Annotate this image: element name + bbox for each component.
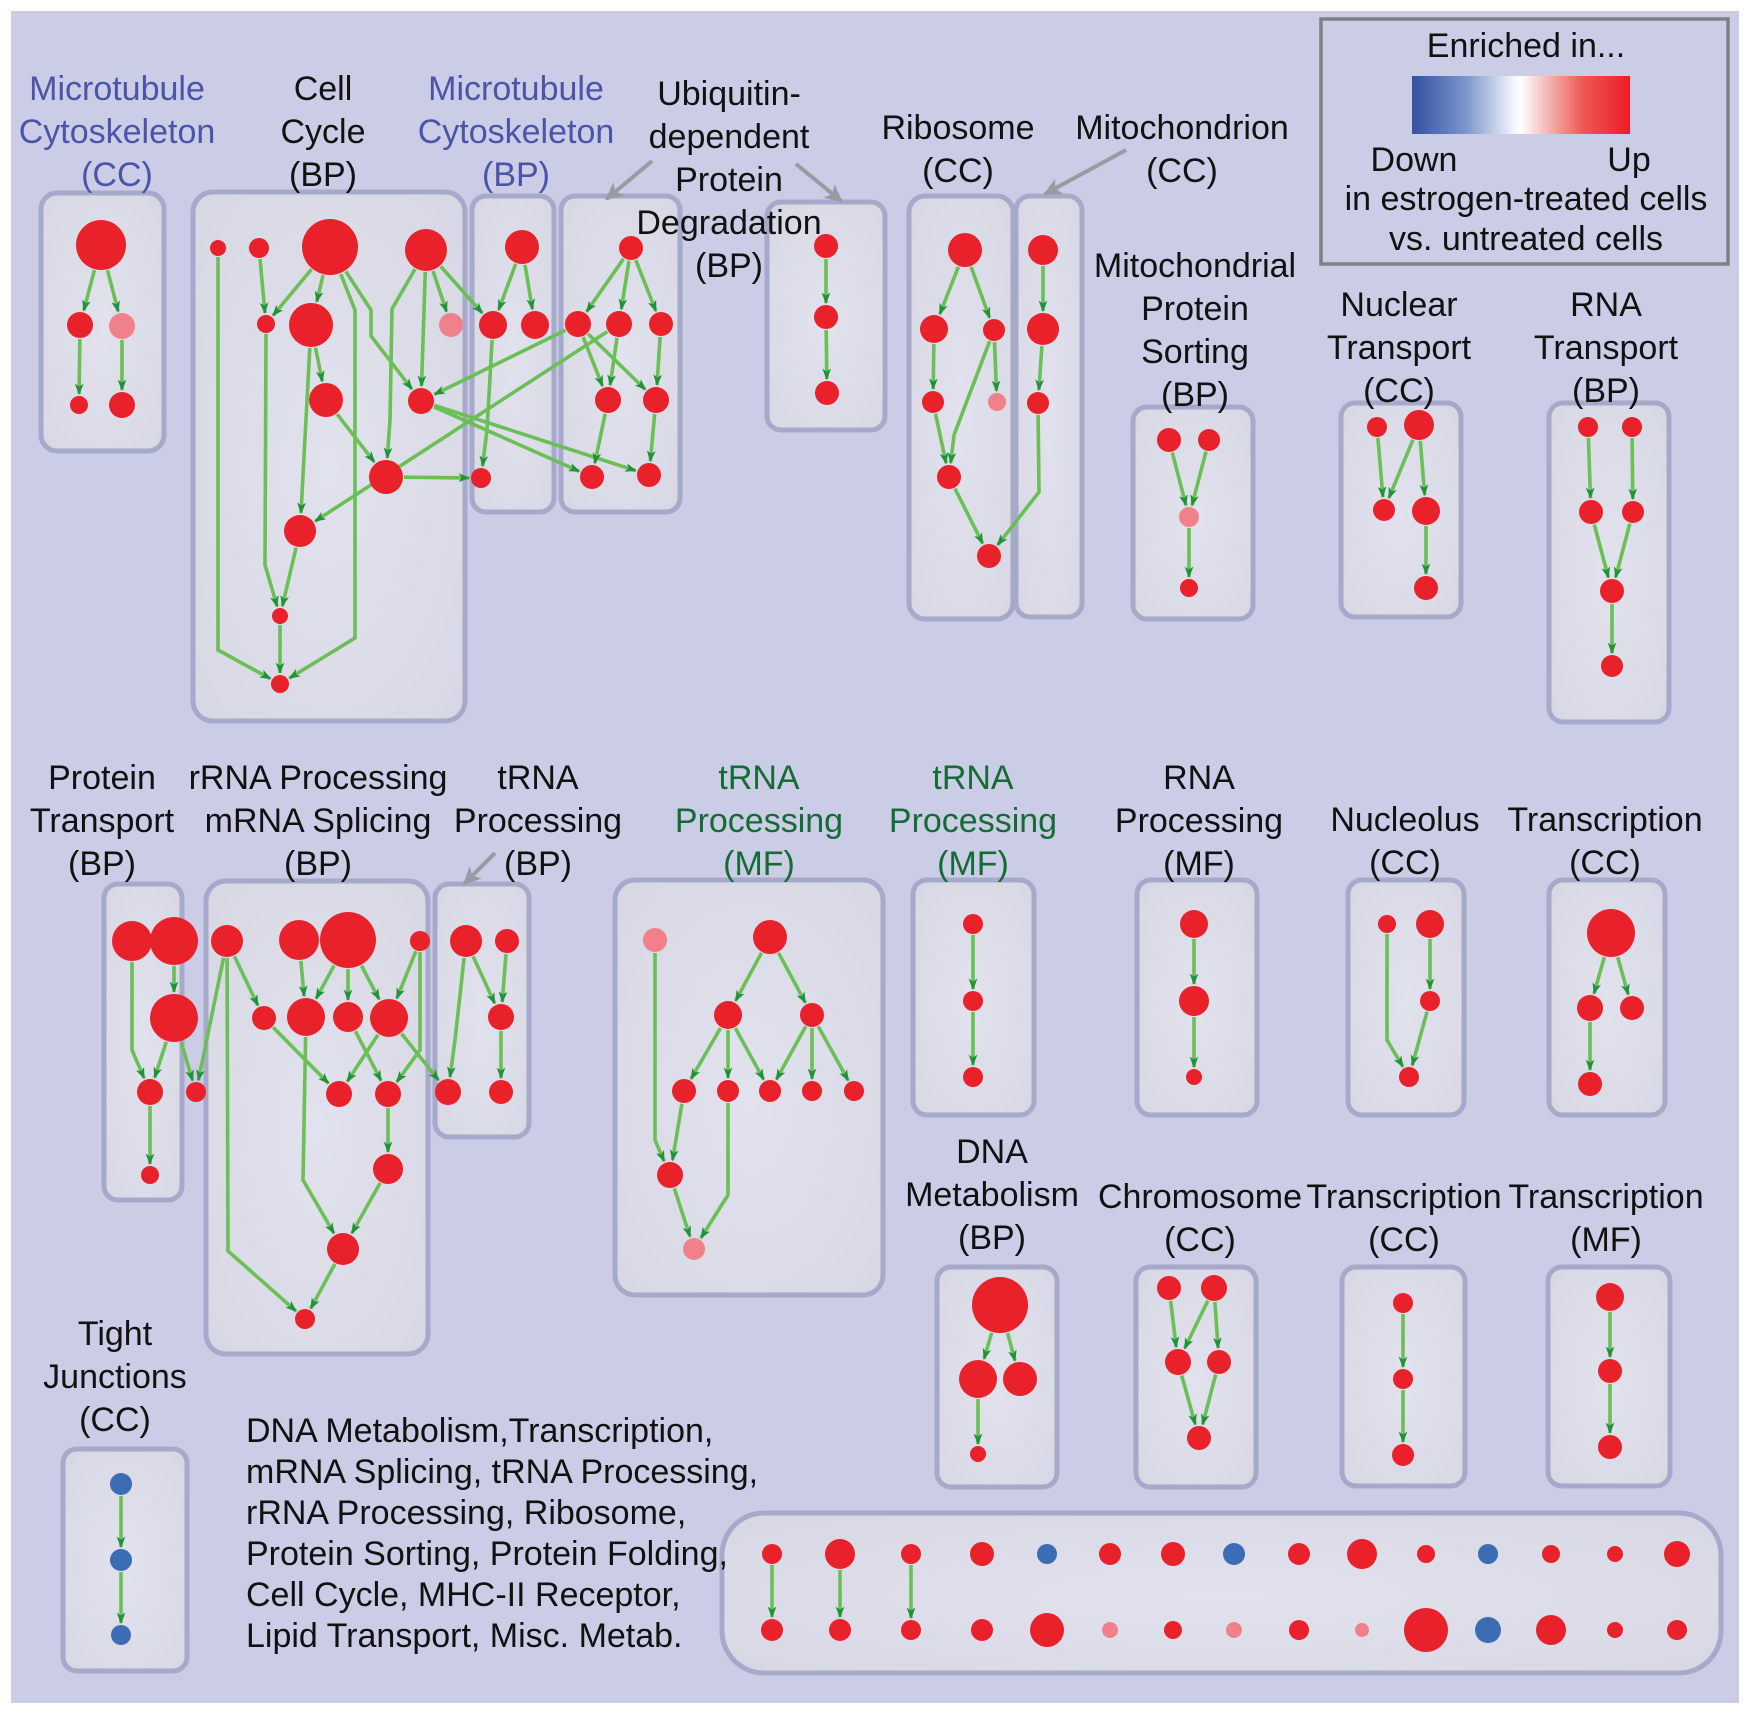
svg-text:Transcription: Transcription bbox=[1508, 1178, 1703, 1216]
svg-text:Sorting: Sorting bbox=[1141, 333, 1249, 371]
svg-text:rRNA Processing: rRNA Processing bbox=[189, 759, 448, 797]
svg-text:(CC): (CC) bbox=[922, 152, 994, 190]
svg-text:Tight: Tight bbox=[78, 1315, 153, 1353]
svg-text:(CC): (CC) bbox=[1369, 844, 1441, 882]
svg-text:Transcription: Transcription bbox=[1507, 801, 1702, 839]
svg-text:Cell: Cell bbox=[294, 70, 353, 108]
svg-text:in estrogen-treated cells: in estrogen-treated cells bbox=[1345, 180, 1708, 218]
svg-text:Transport: Transport bbox=[1327, 329, 1472, 367]
svg-text:Processing: Processing bbox=[1115, 802, 1283, 840]
svg-text:Up: Up bbox=[1607, 141, 1650, 179]
svg-text:(BP): (BP) bbox=[958, 1219, 1026, 1257]
svg-text:(CC): (CC) bbox=[79, 1401, 151, 1439]
svg-text:Processing: Processing bbox=[454, 802, 622, 840]
svg-text:(MF): (MF) bbox=[1163, 845, 1235, 883]
svg-text:(MF): (MF) bbox=[1570, 1221, 1642, 1259]
svg-text:Mitochondrial: Mitochondrial bbox=[1094, 247, 1296, 285]
svg-text:Protein: Protein bbox=[1141, 290, 1249, 328]
svg-text:Transport: Transport bbox=[30, 802, 175, 840]
svg-text:Processing: Processing bbox=[675, 802, 843, 840]
svg-text:Cell Cycle, MHC-II Receptor,: Cell Cycle, MHC-II Receptor, bbox=[246, 1576, 681, 1614]
svg-text:(BP): (BP) bbox=[1161, 376, 1229, 414]
svg-text:Metabolism: Metabolism bbox=[905, 1176, 1079, 1214]
svg-text:Chromosome: Chromosome bbox=[1098, 1178, 1302, 1216]
svg-text:Ubiquitin-: Ubiquitin- bbox=[657, 75, 801, 113]
svg-text:DNA: DNA bbox=[956, 1133, 1028, 1171]
svg-text:(MF): (MF) bbox=[937, 845, 1009, 883]
svg-text:(BP): (BP) bbox=[1572, 372, 1640, 410]
svg-text:Lipid Transport, Misc. Metab.: Lipid Transport, Misc. Metab. bbox=[246, 1617, 683, 1655]
svg-text:vs. untreated cells: vs. untreated cells bbox=[1389, 220, 1663, 258]
svg-text:Transcription: Transcription bbox=[1306, 1178, 1501, 1216]
svg-text:Cytoskeleton: Cytoskeleton bbox=[19, 113, 216, 151]
svg-text:Down: Down bbox=[1371, 141, 1458, 179]
svg-text:mRNA Splicing: mRNA Splicing bbox=[205, 802, 432, 840]
svg-text:(BP): (BP) bbox=[289, 156, 357, 194]
svg-text:Nucleolus: Nucleolus bbox=[1330, 801, 1479, 839]
svg-text:mRNA Splicing, tRNA Processing: mRNA Splicing, tRNA Processing, bbox=[246, 1453, 758, 1491]
svg-text:rRNA Processing, Ribosome,: rRNA Processing, Ribosome, bbox=[246, 1494, 686, 1532]
svg-text:tRNA: tRNA bbox=[497, 759, 579, 797]
svg-text:Protein: Protein bbox=[675, 161, 783, 199]
svg-text:(CC): (CC) bbox=[1146, 152, 1218, 190]
svg-text:(CC): (CC) bbox=[1164, 1221, 1236, 1259]
svg-text:(BP): (BP) bbox=[284, 845, 352, 883]
svg-text:Ribosome: Ribosome bbox=[881, 109, 1034, 147]
svg-text:(BP): (BP) bbox=[482, 156, 550, 194]
svg-text:DNA Metabolism,Transcription,: DNA Metabolism,Transcription, bbox=[246, 1412, 713, 1450]
svg-text:(BP): (BP) bbox=[504, 845, 572, 883]
svg-text:tRNA: tRNA bbox=[718, 759, 800, 797]
svg-text:Processing: Processing bbox=[889, 802, 1057, 840]
svg-text:(BP): (BP) bbox=[695, 247, 763, 285]
svg-text:Nuclear: Nuclear bbox=[1340, 286, 1457, 324]
svg-text:(BP): (BP) bbox=[68, 845, 136, 883]
svg-text:Microtubule: Microtubule bbox=[428, 70, 604, 108]
svg-text:Cycle: Cycle bbox=[280, 113, 365, 151]
svg-text:(CC): (CC) bbox=[81, 156, 153, 194]
svg-text:Protein Sorting, Protein Foldi: Protein Sorting, Protein Folding, bbox=[246, 1535, 728, 1573]
svg-text:tRNA: tRNA bbox=[932, 759, 1014, 797]
svg-text:RNA: RNA bbox=[1570, 286, 1642, 324]
svg-text:Degradation: Degradation bbox=[636, 204, 821, 242]
svg-text:(CC): (CC) bbox=[1569, 844, 1641, 882]
svg-text:Transport: Transport bbox=[1534, 329, 1679, 367]
svg-text:(MF): (MF) bbox=[723, 845, 795, 883]
svg-text:RNA: RNA bbox=[1163, 759, 1235, 797]
svg-text:(CC): (CC) bbox=[1363, 372, 1435, 410]
svg-text:Protein: Protein bbox=[48, 759, 156, 797]
svg-text:dependent: dependent bbox=[649, 118, 810, 156]
svg-text:Microtubule: Microtubule bbox=[29, 70, 205, 108]
svg-text:Cytoskeleton: Cytoskeleton bbox=[418, 113, 615, 151]
svg-text:(CC): (CC) bbox=[1368, 1221, 1440, 1259]
svg-text:Mitochondrion: Mitochondrion bbox=[1075, 109, 1289, 147]
svg-text:Junctions: Junctions bbox=[43, 1358, 187, 1396]
svg-text:Enriched in...: Enriched in... bbox=[1427, 27, 1625, 65]
